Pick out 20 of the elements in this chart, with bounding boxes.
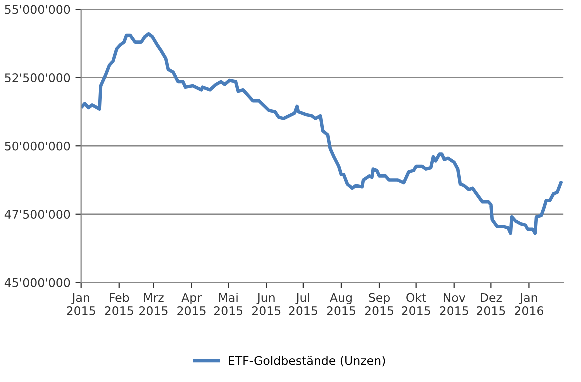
y-tick-label: 45'000'000 [4, 278, 70, 288]
y-tick-label: 52'500'000 [5, 74, 70, 82]
x-tick-label: Jul 2015 [289, 293, 318, 316]
x-tick-label: Mrz 2015 [140, 293, 168, 316]
x-tick-label: Jun 2015 [252, 293, 281, 316]
x-tick-label: Aug 2015 [327, 293, 356, 316]
line-series [81, 32, 563, 236]
x-tick-label: Feb 2015 [105, 293, 134, 316]
y-tick-label: 47'500'000 [4, 210, 70, 220]
x-tick-label: Okt 2015 [402, 293, 430, 316]
x-tick-label: Nov 2015 [440, 293, 468, 316]
y-tick-label: 55'000'000 [5, 5, 70, 14]
x-tick-label: Sep 2015 [365, 293, 394, 316]
x-tick-label: Jan 2015 [67, 293, 96, 316]
x-tick-label: Mai 2015 [214, 293, 243, 316]
x-tick-label: Apr 2015 [178, 293, 206, 316]
legend-label: ETF-Goldbestände (Unzen) [229, 356, 386, 367]
x-tick-label: Jan 2016 [515, 293, 544, 316]
x-tick-label: Dez 2015 [477, 293, 506, 316]
y-tick-label: 50'000'000 [5, 142, 70, 151]
